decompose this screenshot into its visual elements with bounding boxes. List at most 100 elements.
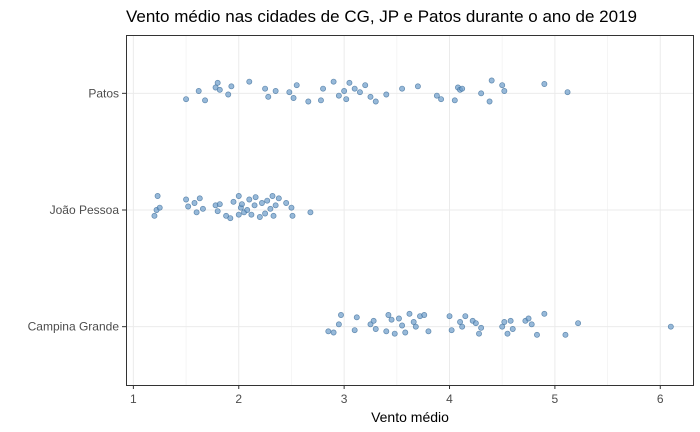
x-tick-label: 4 [446, 392, 453, 406]
data-point [564, 89, 571, 96]
data-point [293, 82, 300, 89]
data-point [227, 215, 234, 222]
grid-layer [126, 35, 694, 385]
x-tick-label: 5 [552, 392, 559, 406]
data-point [265, 93, 272, 100]
data-point [185, 203, 192, 210]
data-point [246, 78, 253, 85]
data-point [252, 194, 259, 201]
data-point [504, 330, 511, 337]
data-point [388, 316, 395, 323]
data-point [262, 210, 269, 217]
data-point [459, 323, 466, 330]
plot-panel-border [126, 35, 694, 386]
data-point [275, 195, 282, 202]
data-point [433, 92, 440, 99]
data-point [258, 200, 265, 206]
data-point [330, 78, 337, 85]
data-point [667, 323, 674, 330]
data-point [290, 95, 297, 101]
y-tick-label: João Pessoa [50, 203, 120, 217]
points-layer [151, 77, 674, 338]
data-point [451, 97, 458, 104]
data-point [372, 326, 379, 332]
data-point [525, 315, 532, 322]
data-point [289, 212, 296, 219]
data-point [372, 98, 379, 105]
data-point [283, 200, 290, 206]
data-point [199, 205, 206, 212]
data-point [509, 326, 516, 332]
data-point [476, 330, 482, 337]
data-point [402, 329, 409, 336]
data-point [385, 312, 392, 318]
data-point [286, 89, 293, 96]
x-tick-label: 1 [130, 392, 137, 406]
data-point [399, 85, 406, 92]
data-point [244, 207, 251, 213]
data-point [214, 208, 221, 215]
data-point [478, 324, 485, 331]
data-point [191, 200, 198, 206]
data-point [343, 96, 350, 103]
data-point [335, 92, 342, 99]
data-point [288, 204, 295, 211]
data-point [338, 312, 344, 318]
data-point [318, 97, 324, 104]
data-point [446, 313, 453, 320]
data-point [307, 209, 314, 216]
data-point [459, 85, 466, 92]
data-point [183, 96, 190, 103]
data-point [395, 315, 402, 322]
data-point [501, 88, 508, 94]
data-point [195, 88, 202, 94]
data-point [399, 322, 406, 329]
data-point [499, 82, 506, 89]
data-point [353, 314, 360, 321]
data-point [335, 321, 342, 328]
data-point [202, 97, 208, 104]
data-point [351, 327, 358, 334]
x-tick-label: 3 [341, 392, 348, 406]
axis-layer: 1 2 3 4 5 6 Campina Grande João Pessoa Patos [28, 86, 664, 406]
data-point [362, 82, 369, 89]
data-point [478, 90, 485, 97]
data-point [383, 91, 390, 98]
x-axis-title: Vento médio [371, 409, 449, 425]
data-point [230, 198, 237, 205]
data-point [305, 98, 312, 105]
data-point [214, 79, 221, 86]
data-point [356, 89, 363, 96]
data-point [193, 209, 200, 216]
data-point [330, 329, 337, 336]
data-point [270, 212, 277, 219]
data-point [412, 323, 419, 330]
data-point [341, 88, 348, 94]
data-point [499, 323, 506, 330]
y-tick-label: Patos [88, 86, 119, 100]
data-point [562, 331, 569, 338]
data-point [414, 83, 421, 90]
data-point [235, 193, 242, 199]
x-tick-label: 2 [235, 392, 242, 406]
data-point [383, 328, 390, 335]
data-point [320, 85, 327, 92]
data-point [264, 197, 271, 204]
data-point [228, 83, 235, 90]
data-point [256, 214, 263, 220]
data-point [267, 205, 274, 212]
data-point [269, 193, 276, 199]
data-point [183, 196, 190, 203]
data-point [425, 328, 432, 335]
data-point [486, 98, 493, 105]
data-point [488, 77, 495, 84]
data-point [151, 212, 158, 219]
data-point [507, 317, 514, 324]
data-point [367, 93, 374, 100]
data-point [351, 85, 358, 92]
data-point [251, 202, 258, 209]
data-point [235, 211, 242, 218]
data-point [196, 195, 203, 202]
data-point [406, 310, 413, 317]
